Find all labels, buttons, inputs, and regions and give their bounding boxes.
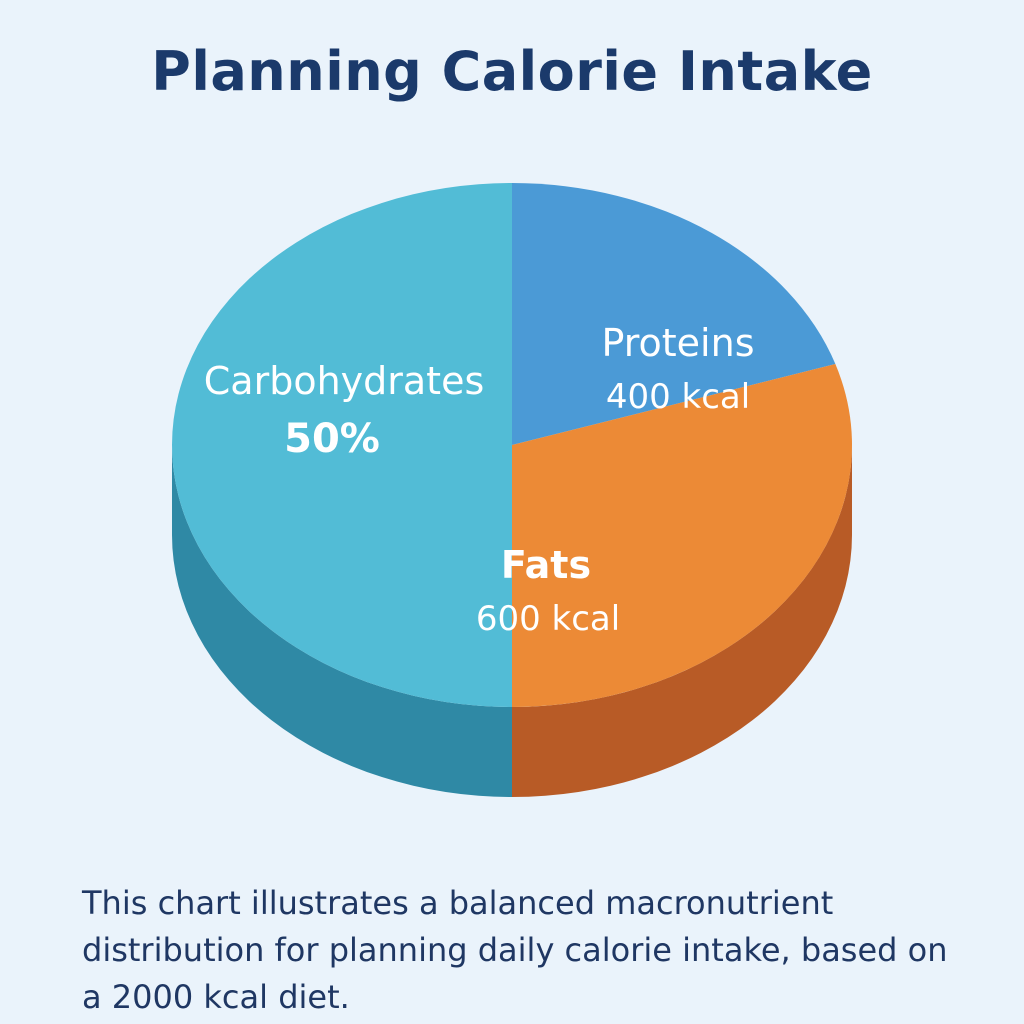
chart-title: Planning Calorie Intake xyxy=(151,40,873,103)
slice-fats xyxy=(512,364,852,708)
slice-side-carbohydrates xyxy=(172,445,512,797)
carbohydrates-value: 50% xyxy=(284,416,380,462)
proteins-value: 400 kcal xyxy=(606,377,750,417)
proteins-label: Proteins xyxy=(601,321,754,365)
slice-proteins xyxy=(512,183,836,445)
carbohydrates-label: Carbohydrates xyxy=(204,359,485,403)
chart-caption: This chart illustrates a balanced macron… xyxy=(82,884,948,1016)
slice-carbohydrates xyxy=(172,183,512,707)
slice-side-fats xyxy=(512,445,852,797)
fats-label: Fats xyxy=(501,543,591,587)
fats-value: 600 kcal xyxy=(476,599,620,639)
